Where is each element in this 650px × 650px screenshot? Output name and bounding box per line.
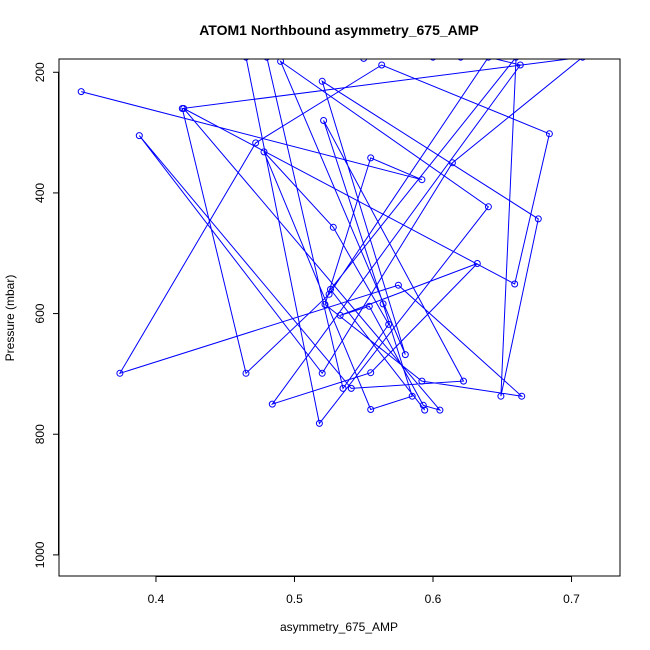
- x-tick-label: 0.5: [286, 592, 303, 606]
- data-point: [178, 105, 186, 112]
- data-point: [252, 139, 260, 147]
- data-point: [367, 154, 375, 162]
- data-point: [545, 130, 553, 138]
- data-point: [318, 369, 326, 377]
- data-point: [485, 59, 492, 61]
- data-point: [378, 61, 386, 69]
- x-tick-label: 0.7: [563, 592, 580, 606]
- data-point: [418, 176, 426, 184]
- data-point: [579, 59, 586, 61]
- data-point: [436, 406, 444, 414]
- data-point: [408, 392, 416, 400]
- data-point: [511, 280, 519, 288]
- y-axis: 200 400 600 800 1000: [33, 62, 59, 568]
- data-point: [367, 369, 375, 377]
- y-tick-label: 800: [33, 424, 47, 444]
- data-point: [135, 132, 143, 140]
- data-point: [268, 400, 276, 408]
- data-point: [448, 159, 456, 167]
- series-line: [81, 59, 582, 425]
- data-point: [484, 203, 492, 211]
- data-point: [263, 59, 270, 61]
- data-point: [365, 302, 373, 310]
- data-point: [320, 117, 328, 124]
- data-point: [419, 401, 427, 409]
- data-point: [329, 223, 337, 231]
- data-point: [518, 392, 526, 400]
- y-tick-label: 200: [33, 62, 47, 82]
- data-point: [401, 351, 409, 359]
- data-point: [277, 59, 285, 65]
- series-layer: [77, 59, 586, 427]
- data-point: [77, 88, 85, 96]
- data-point: [379, 300, 387, 308]
- x-tick-label: 0.4: [148, 592, 165, 606]
- data-point: [116, 369, 124, 377]
- data-point: [327, 285, 334, 293]
- data-point: [318, 77, 326, 85]
- data-point: [336, 311, 344, 319]
- y-tick-label: 400: [33, 183, 47, 203]
- data-point: [260, 148, 268, 156]
- data-point: [429, 59, 437, 61]
- x-tick-label: 0.6: [425, 592, 442, 606]
- data-point: [513, 59, 520, 61]
- data-point: [321, 301, 329, 308]
- data-point: [242, 59, 250, 61]
- data-point: [325, 290, 333, 298]
- data-point: [385, 320, 393, 328]
- x-axis: 0.4 0.5 0.6 0.7: [148, 576, 580, 606]
- data-point: [242, 369, 250, 377]
- data-point: [339, 384, 347, 392]
- y-tick-label: 600: [33, 303, 47, 323]
- data-point: [394, 281, 402, 289]
- data-point: [534, 215, 542, 223]
- x-axis-label: asymmetry_675_AMP: [280, 620, 398, 634]
- data-point: [367, 406, 375, 413]
- data-point: [497, 392, 505, 400]
- data-point: [516, 61, 524, 69]
- data-point: [347, 384, 355, 392]
- data-point: [315, 419, 323, 427]
- y-tick-label: 1000: [33, 541, 47, 568]
- chart-title: ATOM1 Northbound asymmetry_675_AMP: [199, 22, 479, 38]
- data-point: [460, 377, 467, 385]
- data-point: [421, 406, 429, 414]
- data-point: [418, 377, 426, 385]
- data-point: [457, 59, 464, 61]
- data-point: [360, 59, 368, 62]
- y-axis-label: Pressure (mbar): [3, 275, 17, 362]
- data-point: [473, 260, 481, 267]
